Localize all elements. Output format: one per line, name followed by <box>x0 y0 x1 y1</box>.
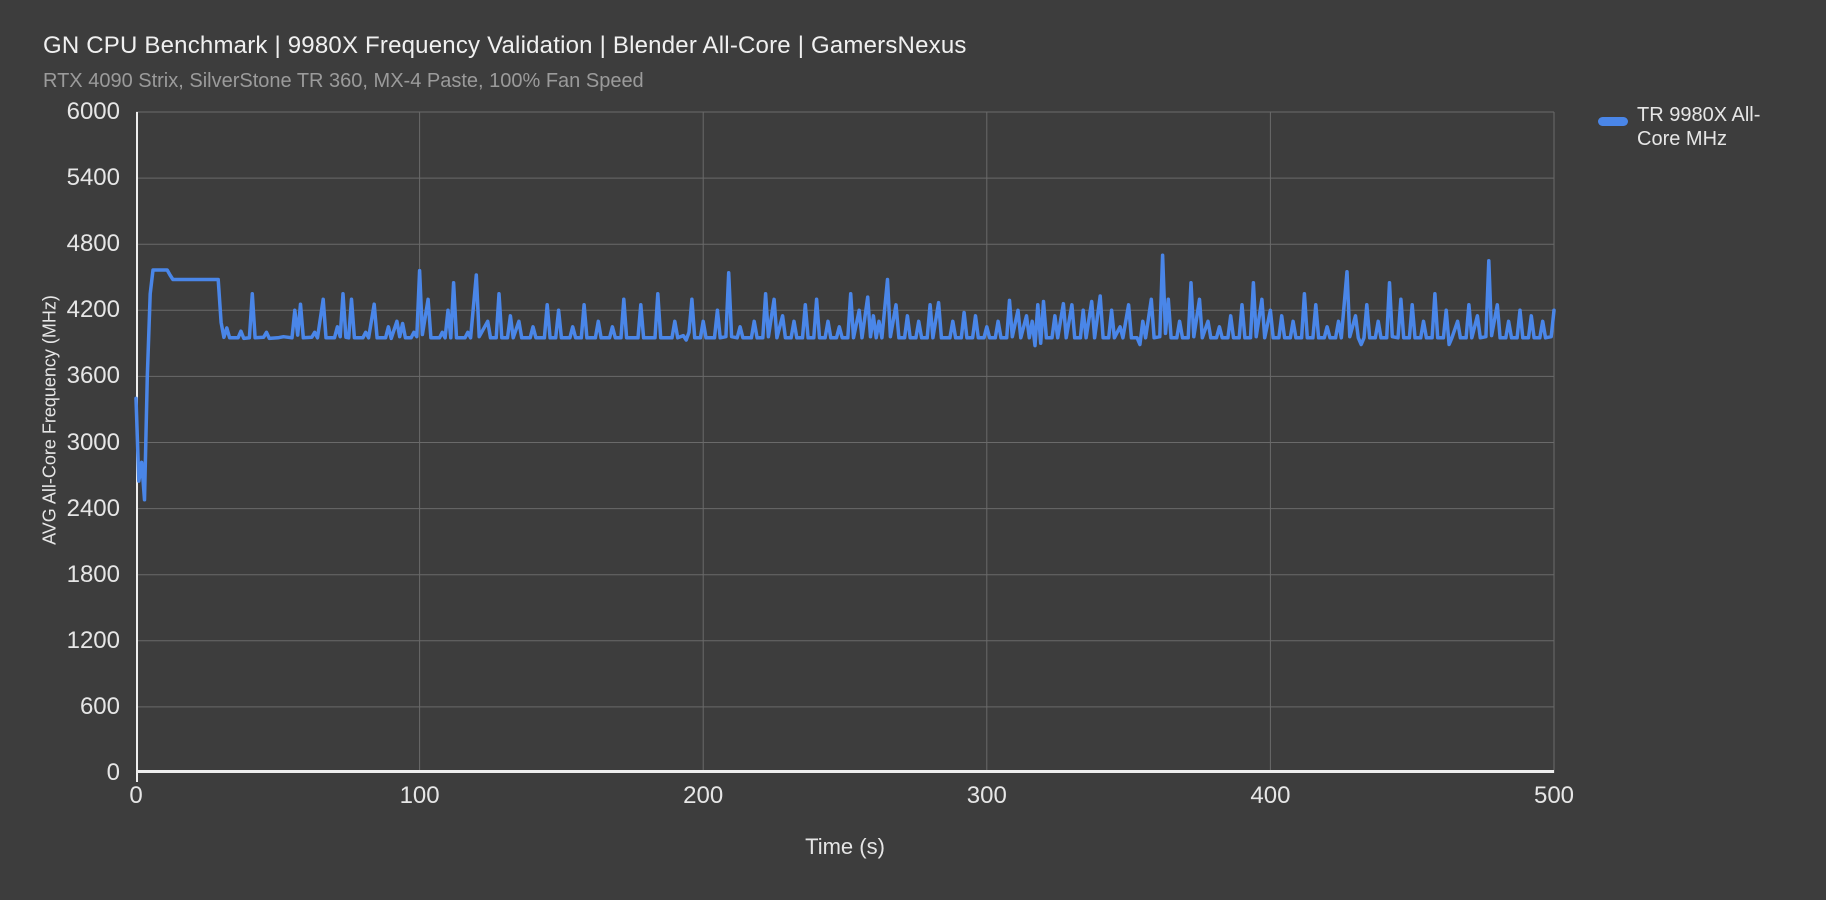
chart-subtitle: RTX 4090 Strix, SilverStone TR 360, MX-4… <box>43 70 644 92</box>
y-tick-label: 4200 <box>66 296 120 324</box>
x-tick-label: 100 <box>399 782 440 809</box>
legend: TR 9980X All-Core MHz <box>1598 103 1808 151</box>
x-tick-label: 0 <box>129 782 143 809</box>
y-tick-label: 1200 <box>66 626 120 654</box>
plot-area <box>134 111 1556 782</box>
series-line <box>134 253 1556 502</box>
y-tick-label: 6000 <box>66 98 120 125</box>
legend-series-label: TR 9980X All-Core MHz <box>1637 104 1761 150</box>
chart-title: GN CPU Benchmark | 9980X Frequency Valid… <box>43 32 967 59</box>
y-tick-label: 3000 <box>66 428 120 456</box>
x-tick-label: 200 <box>683 782 724 809</box>
x-tick-label: 400 <box>1250 782 1291 809</box>
x-tick-label: 300 <box>966 782 1007 809</box>
legend-line-swatch-icon <box>1598 117 1628 126</box>
y-tick-label: 3600 <box>66 362 120 390</box>
chart-header: GN CPU Benchmark | 9980X Frequency Valid… <box>43 32 967 93</box>
y-tick-label: 600 <box>79 692 120 720</box>
y-tick-label: 4800 <box>66 230 120 258</box>
y-tick-label: 5400 <box>66 164 120 192</box>
y-tick-label: 2400 <box>66 494 120 522</box>
x-tick-label: 500 <box>1533 782 1575 809</box>
y-tick-label: 0 <box>106 759 120 786</box>
x-axis-title: Time (s) <box>805 834 885 859</box>
y-tick-label: 1800 <box>66 560 120 588</box>
chart-canvas <box>134 111 1556 782</box>
